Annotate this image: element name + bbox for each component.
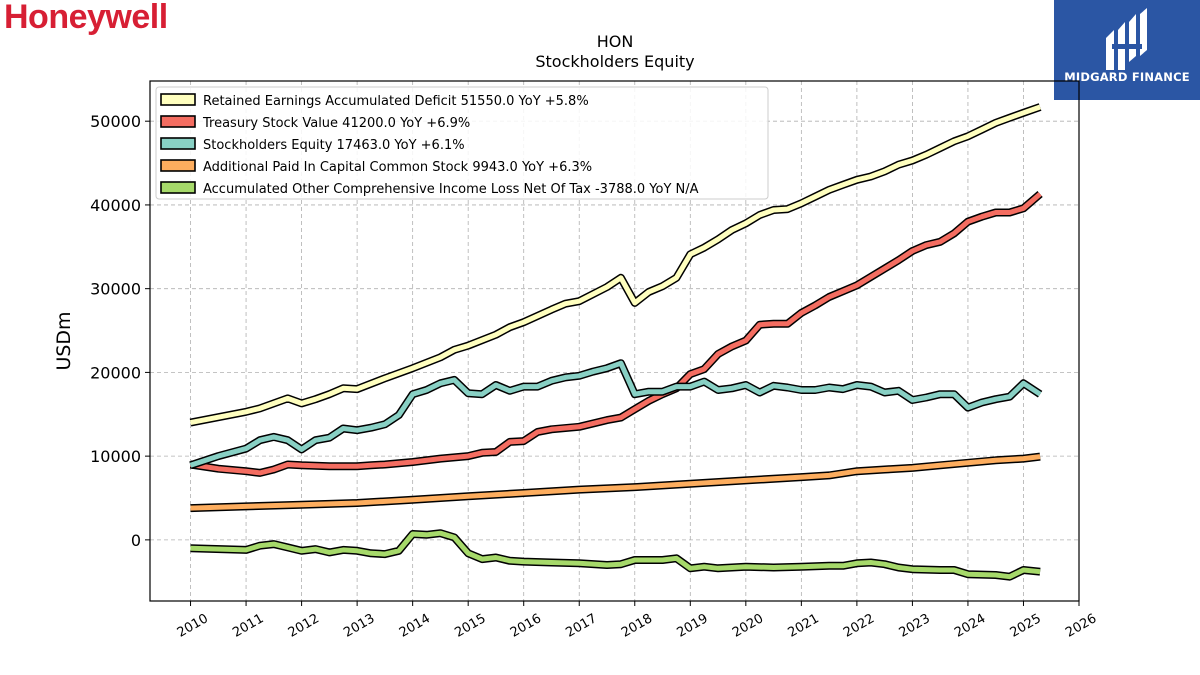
legend-label-accumulated-other-comprehensive-income-loss-net-of-tax: Accumulated Other Comprehensive Income L… xyxy=(203,182,699,197)
midgard-monogram-icon xyxy=(1106,8,1147,70)
x-tick-label: 2026 xyxy=(1063,611,1099,641)
legend-label-additional-paid-in-capital-common-stock: Additional Paid In Capital Common Stock … xyxy=(203,160,592,175)
x-tick-label: 2021 xyxy=(786,611,822,641)
y-tick-label: 10000 xyxy=(90,447,141,466)
x-tick-label: 2011 xyxy=(230,611,266,641)
x-tick-label: 2015 xyxy=(452,611,488,641)
y-tick-label: 0 xyxy=(131,531,141,550)
legend-swatch-treasury-stock-value xyxy=(160,115,196,128)
midgard-finance-badge: MIDGARD FINANCE xyxy=(1054,0,1200,100)
legend-swatch-accumulated-other-comprehensive-income-loss-net-of-tax xyxy=(160,181,196,194)
honeywell-logo: Honeywell xyxy=(4,0,168,36)
x-tick-label: 2023 xyxy=(897,611,933,641)
x-tick-label: 2020 xyxy=(730,611,766,641)
series-lines xyxy=(189,103,1043,581)
series-line-stockholders-equity xyxy=(189,360,1042,468)
x-tick-label: 2017 xyxy=(563,611,599,641)
legend-label-treasury-stock-value: Treasury Stock Value 41200.0 YoY +6.9% xyxy=(202,116,470,131)
y-tick-label: 50000 xyxy=(90,112,141,131)
chart-subtitle: Stockholders Equity xyxy=(535,52,694,71)
x-tick-label: 2013 xyxy=(341,611,377,641)
x-tick-label: 2018 xyxy=(619,611,655,641)
y-tick-label: 40000 xyxy=(90,196,141,215)
series-line-retained-earnings-accumulated-deficit xyxy=(190,104,1041,426)
series-line-accumulated-other-comprehensive-income-loss-net-of-tax xyxy=(190,530,1041,580)
series-line-additional-paid-in-capital-common-stock xyxy=(190,454,1041,511)
y-tick-label: 20000 xyxy=(90,363,141,382)
y-axis-label: USDm xyxy=(53,311,75,370)
legend-swatch-additional-paid-in-capital-common-stock xyxy=(160,159,196,172)
plot-area xyxy=(149,80,1080,602)
x-tick-label: 2014 xyxy=(397,611,433,641)
legend-label-retained-earnings-accumulated-deficit: Retained Earnings Accumulated Deficit 51… xyxy=(203,94,589,109)
partner-name: MIDGARD FINANCE xyxy=(1064,70,1190,84)
legend-swatch-stockholders-equity xyxy=(160,137,196,150)
chart-title: HON xyxy=(597,32,634,51)
x-tick-label: 2025 xyxy=(1008,611,1044,641)
x-tick-label: 2012 xyxy=(286,611,322,641)
legend-box xyxy=(155,86,769,200)
x-tick-label: 2016 xyxy=(508,611,544,641)
legend-label-stockholders-equity: Stockholders Equity 17463.0 YoY +6.1% xyxy=(203,138,465,153)
x-tick-label: 2010 xyxy=(175,611,211,641)
legend: Retained Earnings Accumulated Deficit 51… xyxy=(155,86,769,200)
x-tick-label: 2022 xyxy=(841,611,877,641)
legend-swatch-retained-earnings-accumulated-deficit xyxy=(160,93,196,106)
y-tick-label: 30000 xyxy=(90,280,141,299)
x-tick-label: 2019 xyxy=(674,611,710,641)
x-tick-label: 2024 xyxy=(952,611,988,641)
